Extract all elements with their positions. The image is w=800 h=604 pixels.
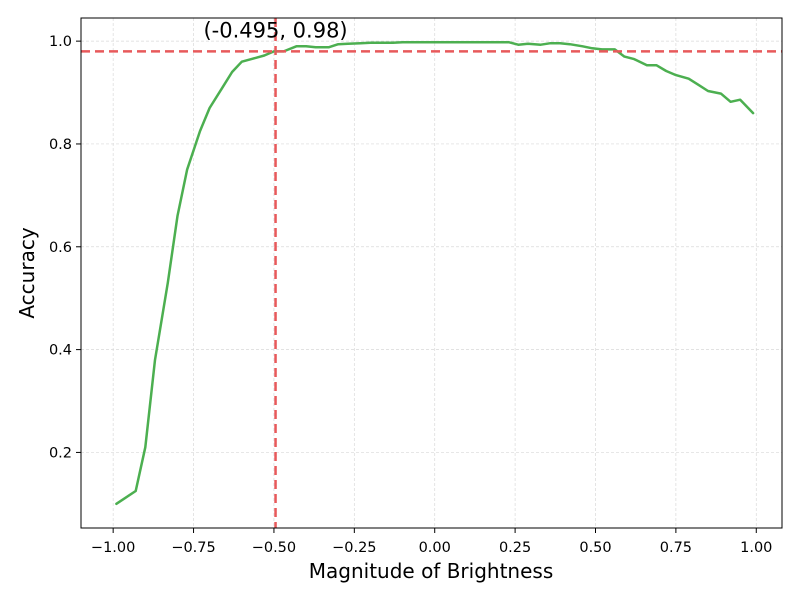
x-tick-label: −0.75	[171, 540, 215, 556]
x-tick-label: 0.75	[660, 540, 692, 556]
y-tick-label: 0.8	[49, 137, 72, 153]
x-tick-label: 0.00	[419, 540, 451, 556]
x-axis-label: Magnitude of Brightness	[309, 559, 553, 583]
series-layer	[115, 40, 755, 506]
y-tick-label: 0.2	[49, 445, 72, 461]
point-annotation: (-0.495, 0.98)	[203, 18, 347, 42]
grid-lines	[81, 18, 782, 528]
x-tick-label: 0.25	[499, 540, 531, 556]
x-tick-label: −0.50	[252, 540, 296, 556]
axis-ticks: −1.00 −0.75 −0.50 −0.25 0.00 0.25 0.50 0.75 1.00…	[49, 34, 772, 556]
y-axis-label: Accuracy	[15, 227, 39, 318]
y-tick-label: 0.4	[49, 343, 72, 359]
reference-lines	[81, 18, 782, 528]
x-tick-label: 0.50	[579, 540, 611, 556]
x-tick-label: −1.00	[91, 540, 135, 556]
x-tick-label: −0.25	[332, 540, 376, 556]
y-tick-label: 1.0	[49, 34, 72, 50]
y-tick-label: 0.6	[49, 240, 72, 256]
accuracy-series-line	[115, 40, 755, 506]
x-tick-label: 1.00	[740, 540, 772, 556]
plot-frame	[80, 17, 783, 529]
